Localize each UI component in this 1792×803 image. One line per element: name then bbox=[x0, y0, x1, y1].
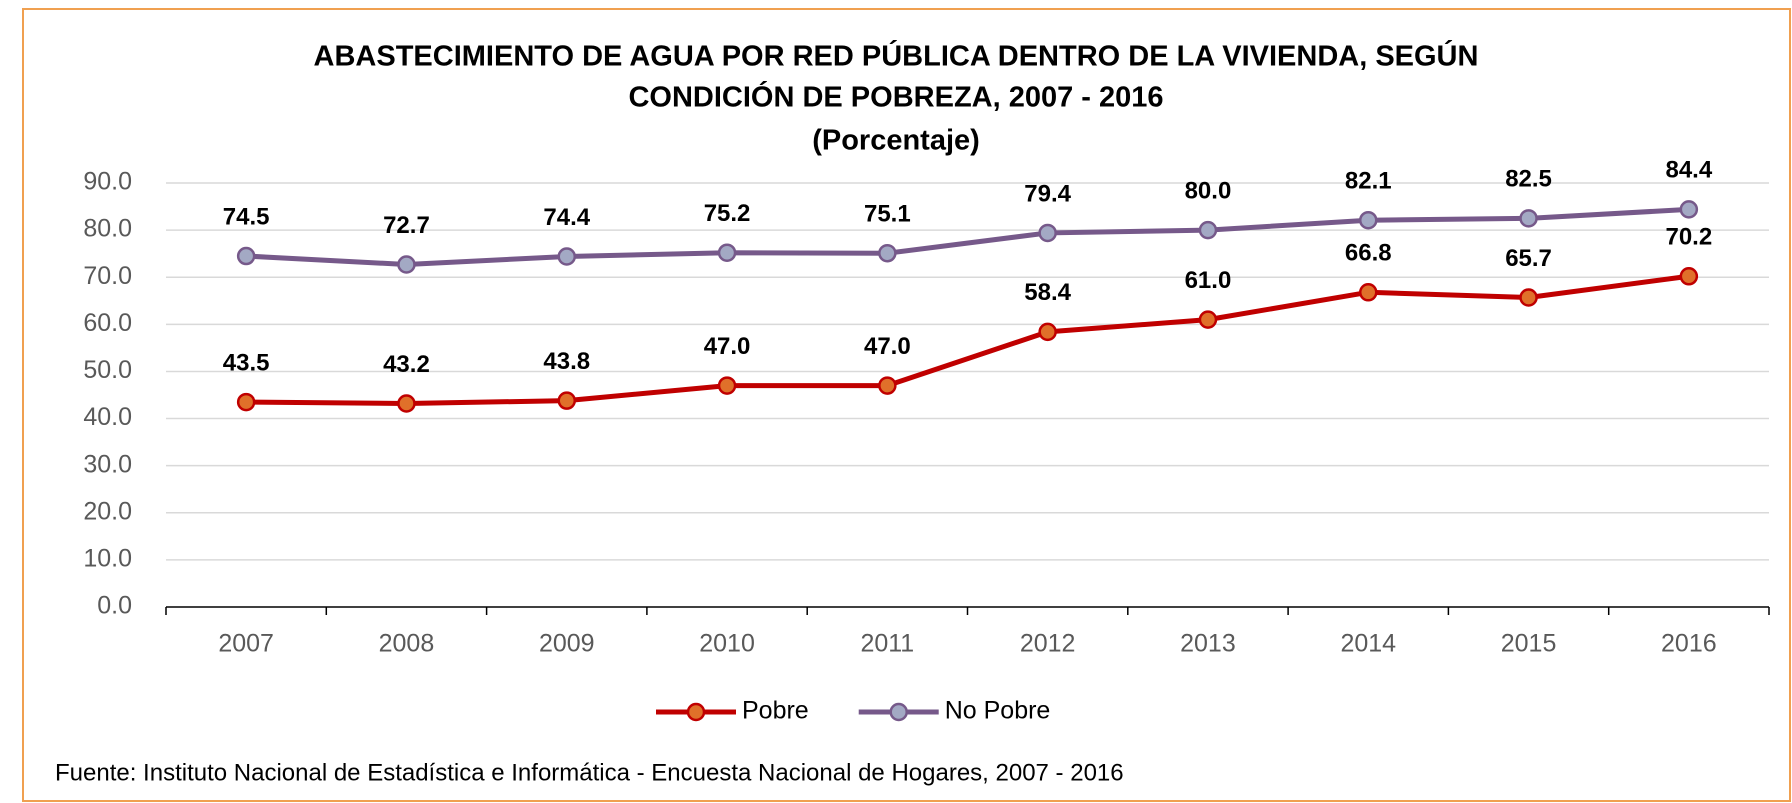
x-tick-label: 2013 bbox=[1180, 630, 1236, 658]
data-label: 43.5 bbox=[223, 349, 270, 376]
data-point bbox=[557, 247, 576, 266]
data-label: 66.8 bbox=[1345, 240, 1392, 267]
data-point bbox=[236, 246, 256, 266]
data-label: 70.2 bbox=[1665, 224, 1712, 251]
x-tick-label: 2015 bbox=[1501, 630, 1557, 658]
y-tick-label: 30.0 bbox=[83, 450, 132, 478]
data-label: 80.0 bbox=[1185, 177, 1232, 204]
x-tick-label: 2008 bbox=[379, 630, 435, 658]
y-tick-label: 10.0 bbox=[83, 544, 132, 572]
data-label: 65.7 bbox=[1505, 245, 1552, 272]
data-point bbox=[397, 255, 416, 274]
data-label: 72.7 bbox=[383, 212, 430, 239]
data-point bbox=[1038, 322, 1057, 342]
data-label: 82.1 bbox=[1345, 168, 1392, 195]
y-tick-label: 70.0 bbox=[83, 262, 132, 290]
chart-title: ABASTECIMIENTO DE AGUA POR RED PÚBLICA D… bbox=[314, 39, 1479, 73]
legend-label: No Pobre bbox=[945, 697, 1051, 725]
data-label: 84.4 bbox=[1665, 157, 1712, 184]
y-tick-label: 80.0 bbox=[83, 215, 132, 243]
series-line bbox=[246, 273, 1690, 406]
x-tick-label: 2012 bbox=[1020, 630, 1076, 658]
data-label: 82.5 bbox=[1505, 166, 1552, 193]
data-point bbox=[397, 394, 416, 413]
data-point bbox=[878, 376, 897, 395]
source-note: Fuente: Instituto Nacional de Estadístic… bbox=[55, 759, 1124, 786]
y-tick-label: 20.0 bbox=[83, 497, 132, 525]
data-point bbox=[1679, 200, 1699, 219]
data-label: 61.0 bbox=[1185, 267, 1232, 294]
data-point bbox=[1038, 223, 1057, 243]
chart-subtitle: (Porcentaje) bbox=[812, 125, 980, 157]
y-tick-label: 90.0 bbox=[83, 168, 132, 196]
data-label: 58.4 bbox=[1024, 279, 1071, 306]
x-tick-label: 2010 bbox=[699, 630, 755, 658]
data-point bbox=[1679, 267, 1699, 286]
data-point bbox=[717, 376, 737, 395]
data-point bbox=[1519, 209, 1538, 228]
legend-label: Pobre bbox=[742, 697, 809, 725]
data-point bbox=[878, 243, 897, 263]
x-tick-label: 2007 bbox=[218, 630, 274, 658]
data-point bbox=[1359, 210, 1378, 230]
data-point bbox=[557, 391, 576, 410]
data-label: 74.5 bbox=[223, 203, 270, 230]
data-label: 47.0 bbox=[704, 333, 751, 360]
chart-title: CONDICIÓN DE POBREZA, 2007 - 2016 bbox=[628, 80, 1163, 114]
y-tick-label: 60.0 bbox=[83, 309, 132, 337]
x-tick-label: 2009 bbox=[539, 630, 595, 658]
x-tick-label: 2011 bbox=[860, 630, 914, 658]
x-tick-label: 2014 bbox=[1340, 630, 1396, 658]
data-point bbox=[1519, 288, 1538, 307]
y-tick-label: 50.0 bbox=[83, 356, 132, 384]
data-label: 43.8 bbox=[543, 348, 590, 375]
data-point bbox=[1198, 310, 1218, 329]
data-label: 74.4 bbox=[543, 204, 590, 231]
data-point bbox=[1198, 220, 1218, 240]
data-label: 43.2 bbox=[383, 351, 430, 378]
data-label: 75.1 bbox=[864, 201, 911, 228]
y-tick-label: 0.0 bbox=[97, 592, 132, 620]
y-tick-label: 40.0 bbox=[83, 403, 132, 431]
data-label: 47.0 bbox=[864, 333, 911, 360]
series-line bbox=[246, 206, 1689, 268]
x-tick-label: 2016 bbox=[1661, 630, 1717, 658]
legend-marker bbox=[686, 702, 706, 722]
data-label: 75.2 bbox=[704, 200, 751, 227]
data-point bbox=[1359, 283, 1378, 302]
data-point bbox=[717, 243, 737, 262]
data-point bbox=[236, 392, 256, 412]
legend-marker bbox=[889, 702, 908, 722]
data-label: 79.4 bbox=[1024, 180, 1071, 207]
